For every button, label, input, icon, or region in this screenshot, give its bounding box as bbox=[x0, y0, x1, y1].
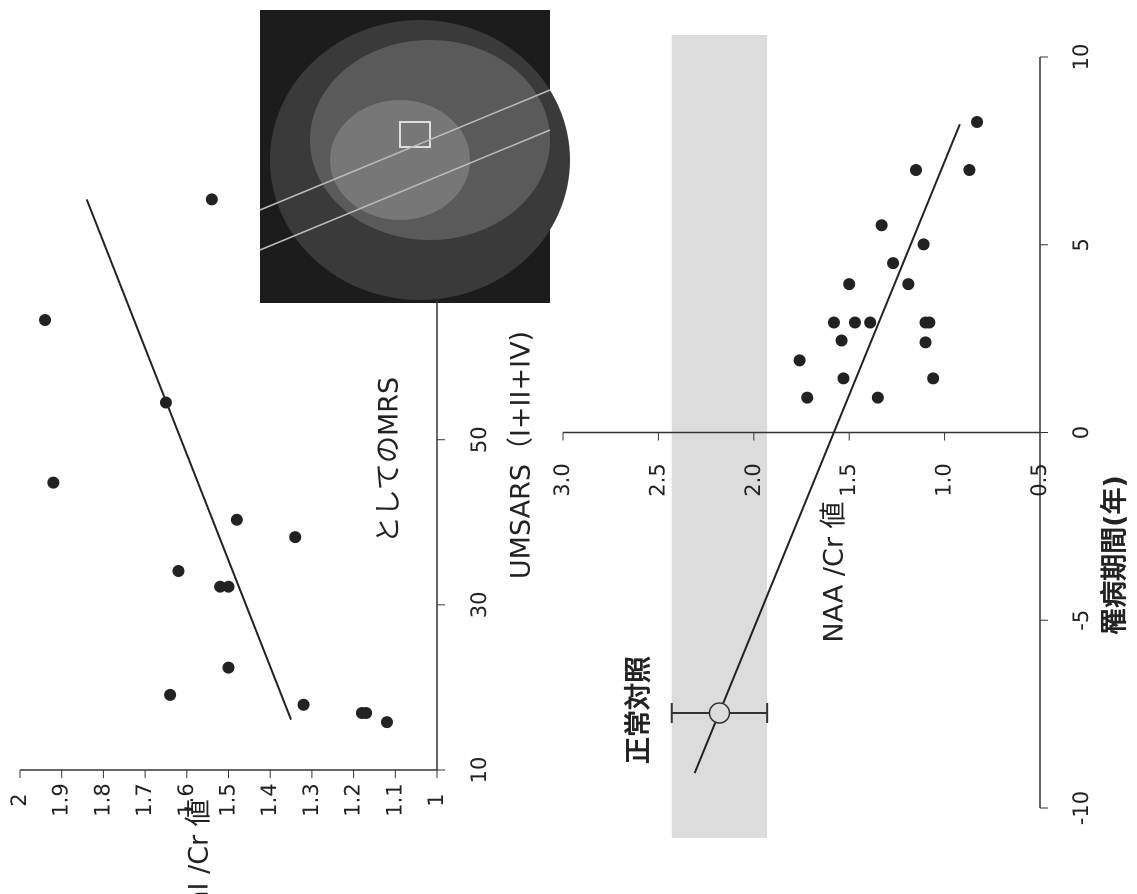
data-point bbox=[205, 193, 218, 206]
data-point bbox=[172, 565, 185, 578]
y-tick-label: 1.0 bbox=[932, 463, 956, 496]
x-axis-label: 罹病期間(年) bbox=[1099, 475, 1131, 635]
y-tick-label: 1.5 bbox=[216, 783, 240, 816]
data-point bbox=[827, 316, 840, 329]
data-point bbox=[289, 531, 302, 544]
control-label: 正常対照 bbox=[624, 656, 655, 764]
data-point bbox=[864, 316, 877, 329]
data-point bbox=[971, 115, 984, 128]
y-tick-label: 1.4 bbox=[257, 783, 281, 816]
x-tick-label: 30 bbox=[467, 591, 491, 618]
data-point bbox=[380, 716, 393, 729]
data-point bbox=[214, 580, 227, 593]
data-point bbox=[848, 316, 861, 329]
y-tick-label: 2.5 bbox=[645, 463, 669, 496]
data-point bbox=[47, 476, 60, 489]
data-point bbox=[875, 219, 888, 232]
fit-line bbox=[85, 199, 292, 720]
data-point bbox=[837, 372, 850, 385]
x-tick-label: 10 bbox=[1069, 44, 1093, 71]
y-tick-label: 1 bbox=[424, 793, 448, 806]
y-tick-label: 1.7 bbox=[132, 783, 156, 816]
y-axis-label: mI /Cr 値 bbox=[184, 799, 215, 894]
data-point bbox=[963, 164, 976, 177]
data-point bbox=[887, 257, 900, 270]
control-point bbox=[708, 702, 731, 724]
y-tick-label: 1.2 bbox=[341, 783, 365, 816]
fit-line bbox=[693, 123, 961, 774]
y-tick-label: 2.0 bbox=[741, 463, 765, 496]
x-tick-label: 50 bbox=[467, 426, 491, 453]
data-point bbox=[164, 688, 177, 701]
y-tick-label: 0.5 bbox=[1027, 463, 1051, 496]
data-point bbox=[919, 336, 932, 349]
data-point bbox=[917, 238, 930, 251]
y-axis-label: NAA /Cr 値 bbox=[819, 501, 850, 642]
y-tick-label: 1.5 bbox=[836, 463, 860, 496]
data-point bbox=[902, 278, 915, 291]
data-point bbox=[871, 391, 884, 404]
data-point bbox=[230, 513, 243, 526]
y-tick-label: 1.3 bbox=[299, 783, 323, 816]
y-tick-label: 1.6 bbox=[174, 783, 198, 816]
x-tick-label: -10 bbox=[1069, 791, 1093, 825]
data-point bbox=[801, 391, 814, 404]
data-point bbox=[927, 372, 940, 385]
data-point bbox=[222, 661, 235, 674]
data-point bbox=[159, 396, 172, 409]
y-tick-label: 2 bbox=[7, 793, 31, 806]
y-tick-label: 3.0 bbox=[550, 463, 574, 496]
data-point bbox=[843, 278, 856, 291]
data-point bbox=[222, 580, 235, 593]
data-point bbox=[297, 698, 310, 711]
data-point bbox=[360, 707, 373, 720]
x-axis-label: UMSARS（I+II+IV) bbox=[506, 331, 537, 579]
x-tick-label: -5 bbox=[1069, 610, 1093, 631]
data-point bbox=[923, 316, 936, 329]
data-point bbox=[39, 313, 52, 326]
x-tick-label: 5 bbox=[1069, 238, 1093, 251]
data-point bbox=[835, 334, 848, 347]
mri-image bbox=[259, 10, 570, 303]
x-tick-label: 0 bbox=[1069, 426, 1093, 439]
y-tick-label: 1.1 bbox=[382, 783, 406, 816]
data-point bbox=[909, 164, 922, 177]
x-tick-label: 10 bbox=[467, 757, 491, 784]
y-tick-label: 1.8 bbox=[90, 783, 114, 816]
chart-title: としてのMRS bbox=[374, 377, 405, 543]
data-point bbox=[793, 354, 806, 367]
y-tick-label: 1.9 bbox=[49, 783, 73, 816]
